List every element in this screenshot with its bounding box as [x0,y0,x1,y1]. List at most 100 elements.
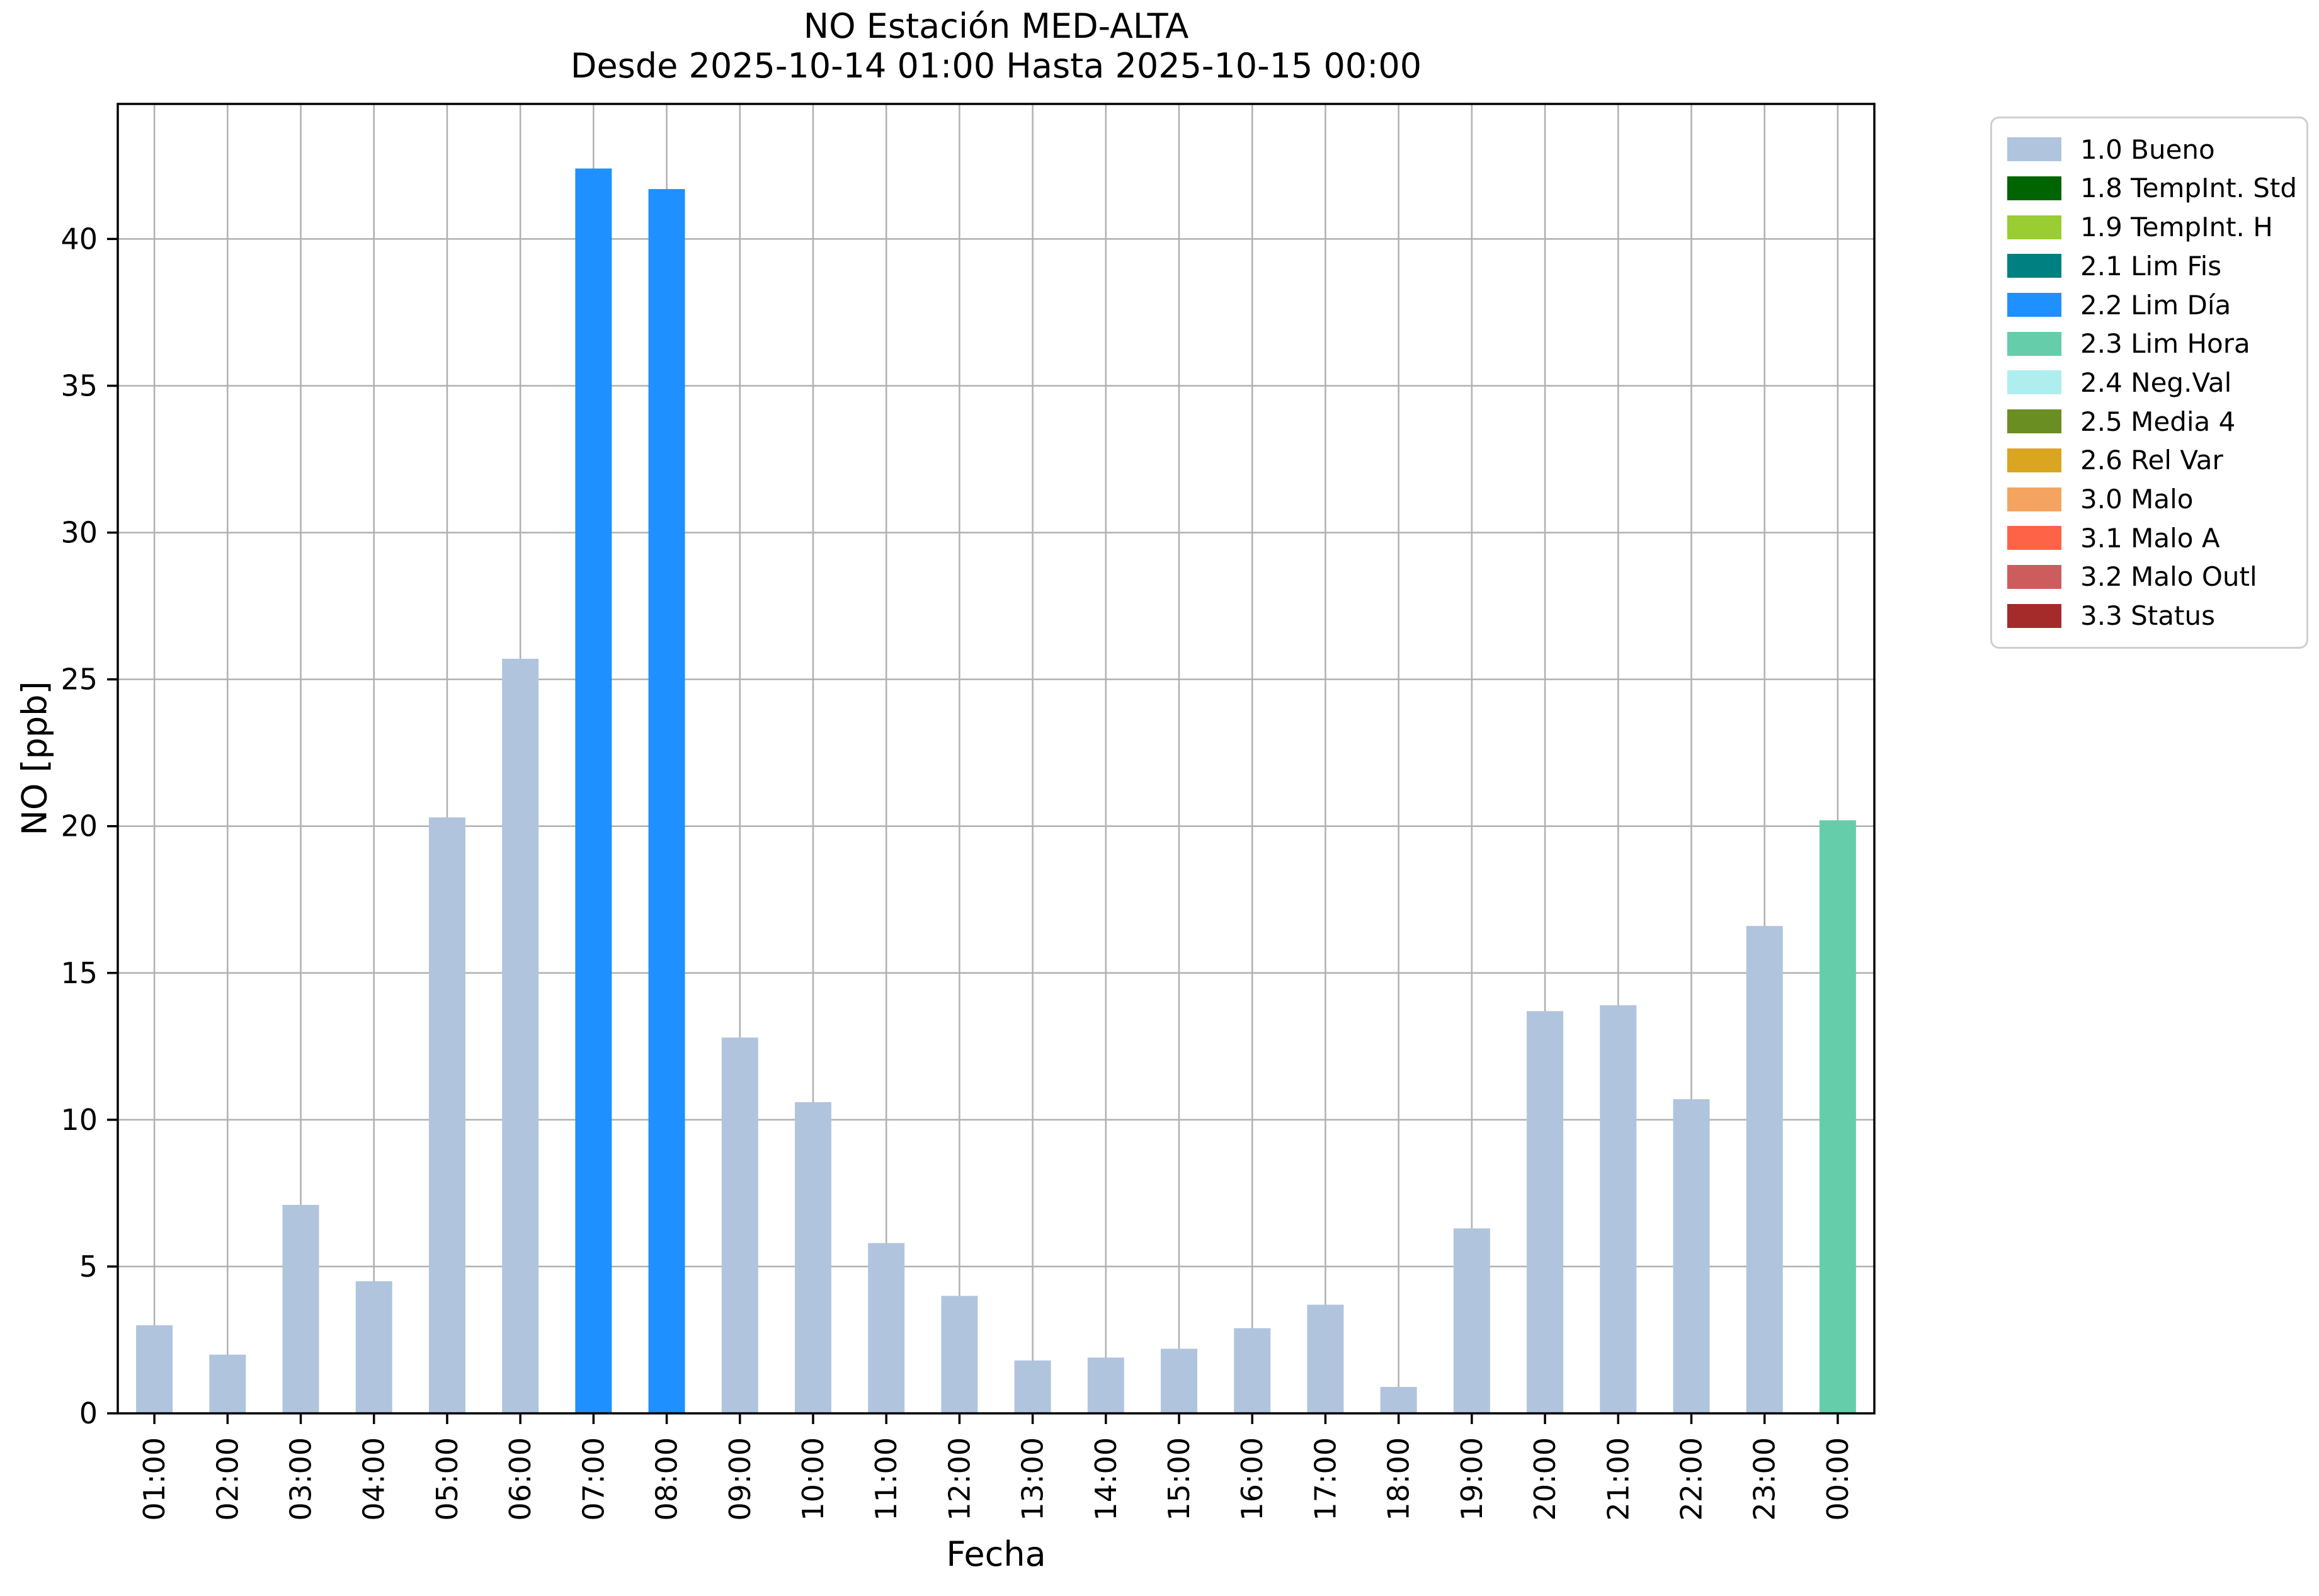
y-tick-label: 0 [79,1396,98,1430]
bar-07:00 [575,168,612,1414]
legend-item: 2.2 Lim Día [2007,290,2300,321]
legend-item: 3.2 Malo Outl [2007,561,2300,592]
x-tick-label: 17:00 [1308,1437,1342,1521]
bar-00:00 [1819,820,1856,1413]
x-tick-label: 01:00 [137,1437,171,1521]
legend: 1.0 Bueno 1.8 TempInt. Std 1.9 TempInt. H 2… [1990,117,2308,649]
y-tick-label: 35 [60,368,98,402]
y-tick-label: 20 [60,809,98,843]
x-tick-label: 00:00 [1821,1437,1855,1521]
bar-15:00 [1161,1348,1198,1413]
bar-03:00 [282,1205,319,1413]
bar-18:00 [1380,1387,1417,1413]
y-tick-label: 25 [60,663,98,697]
legend-label: 2.3 Lim Hora [2080,328,2250,360]
x-tick-label: 02:00 [210,1437,244,1521]
legend-swatch [2007,137,2061,162]
x-tick-label: 21:00 [1601,1437,1635,1521]
legend-label: 2.4 Neg.Val [2080,367,2232,398]
legend-item: 3.0 Malo [2007,484,2300,515]
legend-swatch [2007,487,2061,511]
bar-13:00 [1014,1360,1051,1413]
bar-01:00 [136,1325,173,1413]
bar-04:00 [355,1281,392,1413]
legend-item: 1.8 TempInt. Std [2007,173,2300,203]
x-tick-label: 13:00 [1016,1437,1050,1521]
x-tick-label: 15:00 [1162,1437,1196,1521]
legend-label: 3.3 Status [2080,600,2215,632]
bar-20:00 [1527,1011,1564,1413]
bar-10:00 [794,1102,831,1413]
bar-12:00 [941,1296,978,1413]
y-tick-label: 40 [60,222,98,256]
bar-02:00 [209,1354,246,1413]
x-tick-label: 18:00 [1382,1437,1416,1521]
legend-label: 3.1 Malo A [2080,522,2220,554]
bar-05:00 [428,817,465,1413]
legend-swatch [2007,293,2061,317]
y-tick-label: 30 [60,516,98,550]
legend-label: 2.6 Rel Var [2080,445,2223,476]
chart-title: NO Estación MED-ALTA [803,6,1189,46]
x-tick-label: 04:00 [357,1437,391,1521]
x-tick-label: 03:00 [284,1437,318,1521]
plot-border [117,103,1876,1415]
bar-14:00 [1087,1357,1124,1413]
bar-16:00 [1234,1328,1271,1413]
bar-06:00 [502,659,539,1413]
legend-swatch [2007,448,2061,472]
legend-swatch [2007,254,2061,278]
x-tick-label: 11:00 [869,1437,903,1521]
legend-item: 1.0 Bueno [2007,134,2300,165]
bar-17:00 [1307,1304,1344,1413]
legend-swatch [2007,526,2061,550]
legend-label: 3.0 Malo [2080,484,2194,515]
chart-subtitle: Desde 2025-10-14 01:00 Hasta 2025-10-15 … [570,46,1422,86]
legend-label: 1.9 TempInt. H [2080,212,2273,243]
legend-label: 2.5 Media 4 [2080,406,2236,437]
legend-swatch [2007,331,2061,356]
legend-swatch [2007,603,2061,628]
legend-item: 2.6 Rel Var [2007,445,2300,476]
y-tick-label: 10 [60,1103,98,1137]
legend-label: 1.8 TempInt. Std [2080,173,2298,204]
x-tick-label: 22:00 [1674,1437,1708,1521]
legend-label: 2.1 Lim Fis [2080,250,2222,282]
legend-item: 2.4 Neg.Val [2007,367,2300,398]
bar-21:00 [1600,1005,1637,1413]
bar-22:00 [1673,1099,1710,1413]
legend-swatch [2007,215,2061,239]
legend-label: 3.2 Malo Outl [2080,561,2257,593]
legend-swatch [2007,564,2061,589]
x-tick-label: 16:00 [1235,1437,1269,1521]
bar-09:00 [721,1037,758,1413]
x-tick-label: 06:00 [503,1437,537,1521]
legend-item: 2.3 Lim Hora [2007,328,2300,359]
legend-swatch [2007,409,2061,434]
legend-item: 2.1 Lim Fis [2007,251,2300,282]
legend-item: 3.3 Status [2007,600,2300,631]
bar-23:00 [1746,926,1783,1413]
legend-label: 2.2 Lim Día [2080,289,2231,321]
x-axis-label: Fecha [946,1534,1046,1574]
legend-item: 2.5 Media 4 [2007,406,2300,437]
bar-11:00 [868,1243,905,1413]
y-tick-label: 5 [79,1250,98,1284]
x-tick-label: 14:00 [1089,1437,1123,1521]
y-tick-label: 15 [60,956,98,990]
y-axis-label: NO [ppb] [14,681,55,836]
legend-swatch [2007,176,2061,200]
x-tick-label: 10:00 [796,1437,830,1521]
x-tick-label: 08:00 [650,1437,684,1521]
x-tick-label: 09:00 [723,1437,757,1521]
x-tick-label: 19:00 [1455,1437,1489,1521]
chart-title-block: NO Estación MED-ALTA Desde 2025-10-14 01… [118,6,1874,86]
legend-item: 3.1 Malo A [2007,523,2300,554]
x-tick-label: 05:00 [430,1437,464,1521]
bar-08:00 [648,189,685,1413]
legend-label: 1.0 Bueno [2080,134,2215,165]
x-tick-label: 12:00 [942,1437,976,1521]
x-tick-label: 20:00 [1528,1437,1562,1521]
